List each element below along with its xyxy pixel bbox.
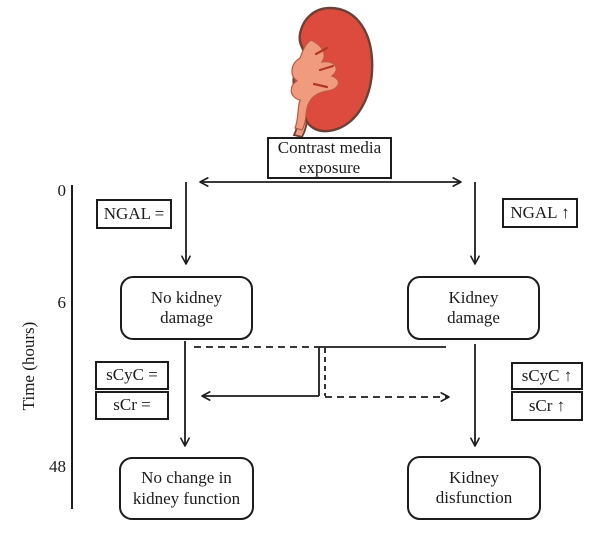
time-axis-label: Time (hours) bbox=[19, 321, 38, 411]
contrast-media-exposure-box: Contrast media exposure bbox=[267, 137, 392, 179]
kidney-disfunction-box: Kidney disfunction bbox=[407, 456, 541, 520]
scyc-up-box: sCyC ↑ bbox=[511, 362, 583, 390]
axis-tick-6: 6 bbox=[57, 293, 67, 312]
no-kidney-damage-box: No kidney damage bbox=[120, 276, 253, 340]
ngal-equal-box: NGAL = bbox=[96, 199, 172, 229]
scr-equal-box: sCr = bbox=[95, 391, 169, 420]
scyc-equal-box: sCyC = bbox=[95, 361, 169, 390]
kidney-icon bbox=[290, 6, 374, 139]
scr-up-box: sCr ↑ bbox=[511, 391, 583, 421]
axis-tick-0: 0 bbox=[57, 181, 67, 200]
ngal-up-box: NGAL ↑ bbox=[502, 198, 578, 228]
no-change-kidney-function-box: No change in kidney function bbox=[119, 457, 254, 520]
axis-tick-48: 48 bbox=[49, 457, 66, 476]
kidney-damage-box: Kidney damage bbox=[407, 276, 540, 340]
kidney-calyx-details bbox=[312, 46, 335, 89]
